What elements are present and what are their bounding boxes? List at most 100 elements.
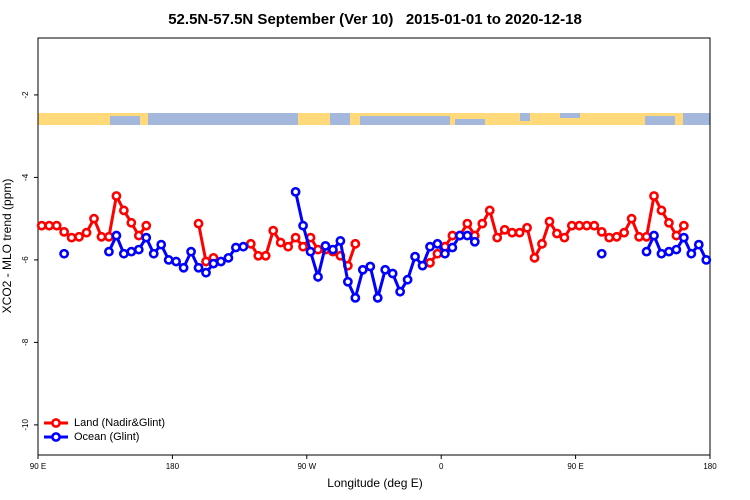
point [447,230,458,241]
y-tick-label: -8 [21,338,30,346]
point [350,292,361,303]
point [290,186,301,197]
point [678,232,689,243]
point [36,220,47,231]
point [641,231,652,242]
point [141,220,152,231]
point [537,238,547,249]
point [193,262,204,273]
point [387,268,398,279]
x-axis-label: Longitude (deg E) [327,476,422,490]
point [238,241,249,252]
point [499,224,510,235]
point [417,260,428,271]
point [656,248,667,259]
point [477,218,488,229]
point [664,246,674,257]
point [81,227,92,238]
legend-marker [51,418,61,428]
point [111,230,122,241]
point [649,191,659,201]
point [425,241,435,252]
y-axis-label: XCO2 - MLO trend (ppm) [0,179,14,314]
point [335,236,346,246]
point [171,256,182,267]
x-tick-label: 180 [703,462,717,471]
point [484,205,495,216]
point [230,242,241,253]
chart-title: 52.5N-57.5N September (Ver 10) 2015-01-0… [168,11,582,28]
point [656,205,667,216]
point [664,217,674,228]
point [372,292,383,303]
point [514,227,525,238]
point [432,248,443,259]
point [178,262,189,273]
point [133,230,144,241]
point [208,258,219,269]
point [283,241,294,252]
point [596,248,607,259]
point [148,248,159,259]
point [104,246,114,257]
point [118,248,129,259]
point [574,220,585,231]
point [529,252,540,263]
point [454,230,465,241]
point [104,231,114,242]
point [604,232,615,243]
point [671,244,682,255]
point [552,228,562,239]
point [686,248,697,259]
point [260,250,271,261]
point [163,255,174,265]
point [581,220,592,231]
point [275,237,286,248]
point [118,205,129,216]
x-tick-label: 90 E [567,462,583,471]
point [59,248,70,259]
point [559,232,570,243]
legend-label: Land (Nadir&Glint) [74,417,165,429]
y-tick-label: -6 [21,256,30,264]
point [193,218,204,229]
y-tick-label: -4 [21,173,30,181]
point [201,256,211,267]
point [522,222,532,233]
x-tick-label: 90 E [30,462,46,471]
point [268,225,279,236]
point [410,251,420,262]
point [59,226,70,237]
point [671,230,682,241]
point [507,227,518,238]
point [611,231,622,242]
point [126,217,137,228]
point [44,220,55,231]
point [141,232,152,243]
point [66,232,77,243]
point [328,244,338,255]
point [469,236,480,247]
point [216,256,226,267]
legend-marker [51,432,61,442]
point [380,264,391,275]
plot-frame [37,37,711,456]
point [133,244,144,255]
point [313,271,323,282]
point [462,230,473,241]
point [447,242,458,253]
point [425,257,435,268]
point [111,191,122,201]
point [432,238,443,249]
point [350,238,361,249]
point [245,238,256,249]
point [223,252,234,263]
point [342,276,353,287]
point [89,213,99,224]
point [96,231,107,242]
point [156,239,167,250]
point [492,232,503,243]
point [626,213,637,224]
point [305,246,316,257]
